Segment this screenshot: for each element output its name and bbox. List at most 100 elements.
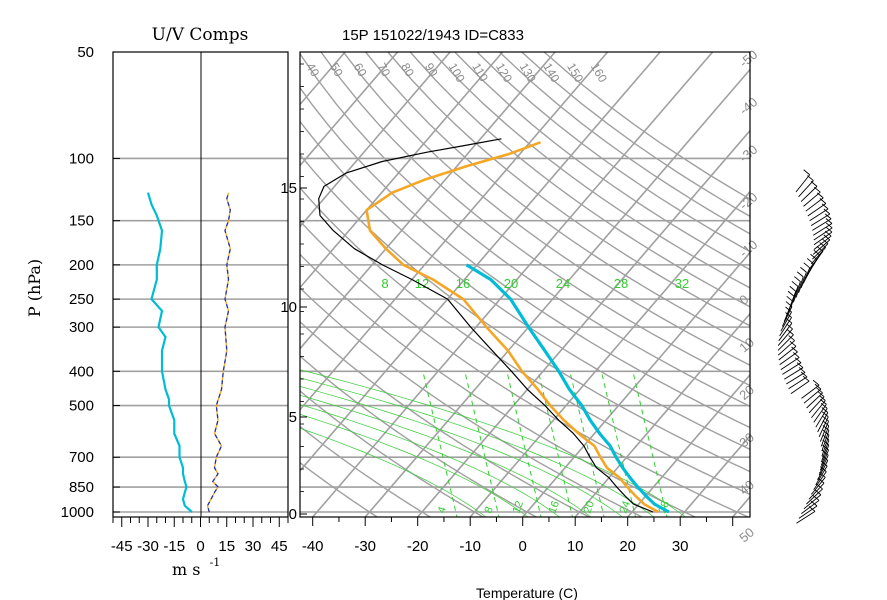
skewt-moist-adiabat-label: 24 (618, 499, 633, 515)
uv-x-axis-label: m s -1 (172, 556, 220, 579)
wind-barb-staff (818, 454, 829, 476)
wind-barb-flag (819, 198, 827, 204)
skewt-isotherm-label: -30 (736, 142, 760, 166)
skewt-dry-adiabat (300, 320, 591, 517)
wind-barb-flag (814, 383, 822, 390)
wind-barb-staff (808, 396, 825, 414)
skewt-isotherm (300, 52, 556, 350)
wind-barb-flag (791, 346, 798, 353)
wind-barb-flag (820, 403, 828, 409)
skewt-mixing-ratio-label: 12 (415, 276, 429, 291)
skewt-mixing-ratio-line (600, 371, 637, 517)
wind-barb-staff (817, 412, 829, 433)
skewt-adiabat-label: 80 (398, 61, 417, 80)
skewt-moist-adiabat-label: 8 (483, 505, 496, 515)
skewt-mixing-ratio-line (464, 371, 500, 517)
skewt-dry-adiabat (300, 86, 750, 429)
wind-barb-staff (803, 263, 814, 284)
wind-barb-flag (812, 495, 820, 501)
wind-barb-flag (822, 439, 830, 446)
skewt-moist-adiabat (300, 413, 529, 517)
wind-barb-flag (820, 460, 828, 467)
skewt-isotherm (627, 373, 750, 517)
skewt-isotherm (679, 434, 750, 517)
wind-barb-staff (780, 311, 792, 332)
uv-pressure-tick-label: 1000 (61, 504, 94, 521)
skewt-isotherm-label: -10 (736, 237, 760, 261)
skewt-background-grid (300, 52, 750, 517)
wind-barb-staff (783, 301, 794, 322)
skewt-mixing-ratio-label: 16 (456, 276, 470, 291)
wind-barb-flag (807, 175, 814, 181)
skewt-x-ticks: -40 -30 -20 -10 0 10 20 30 (302, 517, 734, 555)
wind-barb-staff (813, 404, 827, 423)
skewt-isotherm (732, 495, 750, 517)
skewt-dry-adiabat (300, 52, 750, 408)
wind-barb-staff (780, 357, 800, 370)
skewt-isotherm (300, 52, 451, 228)
wind-barb-flag (822, 434, 830, 441)
uv-series-line (147, 192, 193, 513)
wind-barb-staff (792, 281, 801, 303)
wind-barb-staff (800, 267, 811, 289)
wind-barb-flag (824, 213, 832, 220)
skewt-dry-adiabat (320, 52, 750, 387)
skewt-isotherm-label: 50 (736, 525, 757, 546)
wind-barb-flag (813, 249, 821, 256)
skewt-height-ticks: 0 5 10 15 (280, 63, 307, 523)
skewt-moist-adiabat (300, 427, 487, 517)
wind-barb-flag (812, 379, 820, 386)
wind-barb-staff (821, 439, 830, 461)
skewt-adiabat-label: 50 (327, 61, 346, 80)
wind-barb-flag (806, 258, 814, 264)
wind-barb-flag (816, 245, 824, 252)
uv-pressure-tick-label: 700 (69, 449, 94, 466)
wind-barb-staff (803, 191, 821, 207)
wind-barb-flag (800, 266, 807, 273)
uv-pressure-tick-label: 400 (69, 363, 94, 380)
skewt-dry-adiabat (365, 52, 750, 347)
uv-title: U/V Comps (152, 25, 249, 45)
skewt-x-tick-label: 20 (619, 538, 636, 555)
wind-barb-staff (798, 505, 818, 519)
uv-x-tick-label: 15 (218, 538, 235, 555)
skewt-isotherm-label: -50 (736, 47, 760, 71)
uv-x-tick-label: -45 (111, 538, 133, 555)
wind-barb-flag (821, 238, 829, 245)
skewt-dry-adiabat (431, 52, 750, 289)
wind-barb-staff (817, 460, 829, 481)
wind-barb-flag (791, 280, 799, 287)
wind-barb-staff (809, 208, 829, 222)
uv-pressure-tick-label: 100 (69, 150, 94, 167)
wind-barb-flag (816, 483, 823, 490)
uv-x-tick-label: 0 (196, 538, 204, 555)
wind-barb-flag (817, 391, 825, 398)
wind-barb-flag (788, 335, 795, 341)
skewt-height-tick-label: 5 (289, 409, 297, 426)
wind-barb-staff (813, 471, 827, 490)
wind-barb-flag (819, 395, 826, 401)
skewt-series-line (318, 138, 654, 513)
wind-barb-flag (819, 471, 826, 478)
wind-barb-flag (785, 312, 792, 318)
skewt-adiabat-label: 110 (469, 61, 491, 85)
skewt-mixing-ratio-line (569, 371, 605, 517)
skewt-moist-adiabat (300, 369, 686, 517)
skewt-adiabat-label: 90 (422, 61, 441, 80)
skewt-series (318, 138, 670, 514)
wind-barb-flag (825, 226, 833, 233)
wind-barb-flag (821, 455, 829, 461)
skewt-series-line (365, 141, 659, 514)
skewt-dry-adiabat (300, 425, 432, 517)
wind-barb-flag (816, 387, 823, 394)
skewt-height-tick-label: 15 (280, 180, 297, 197)
wind-barb-staff (786, 372, 806, 385)
wind-barb-staff (781, 306, 793, 327)
wind-barb-flag (785, 317, 793, 324)
wind-barb-flag (825, 222, 833, 229)
wind-barb-flag (785, 301, 793, 307)
uv-pressure-tick-label: 300 (69, 319, 94, 336)
skewt-moist-adiabat-label: 4 (436, 505, 449, 515)
wind-barb-flag (792, 352, 800, 358)
wind-barb-flag (798, 367, 806, 373)
